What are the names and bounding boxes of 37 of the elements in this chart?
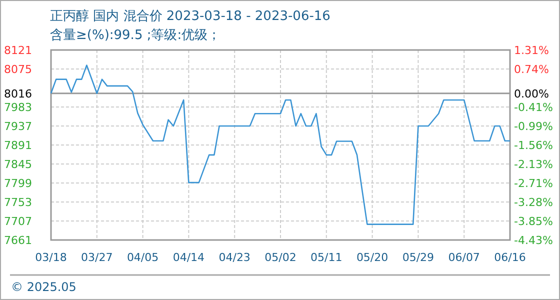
x-tick-label: 05/02	[264, 251, 296, 264]
y-tick-label: 8121	[4, 44, 32, 57]
y2-tick-label: -2.71%	[514, 177, 553, 190]
y-tick-label: 7983	[4, 101, 32, 114]
y-tick-label: 7799	[4, 177, 32, 190]
y2-tick-label: -3.85%	[514, 214, 553, 228]
x-tick-label: 06/16	[494, 251, 526, 264]
x-tick-label: 05/20	[356, 251, 388, 264]
chart-subtitle: 含量≥(%):99.5 ;等级:优级；	[50, 28, 221, 43]
y2-tick-label: 0.00%	[514, 87, 549, 100]
x-tick-label: 03/27	[81, 251, 113, 264]
y-tick-label: 7753	[4, 196, 32, 209]
y-tick-label: 8016	[4, 87, 32, 100]
x-tick-label: 04/23	[218, 251, 250, 264]
line-series	[50, 64, 511, 225]
x-tick-label: 06/07	[448, 251, 480, 264]
y2-tick-label: 1.31%	[514, 44, 549, 57]
y2-tick-label: -0.41%	[514, 100, 553, 114]
y2-tick-label: -0.99%	[514, 120, 553, 134]
y2-tick-label: -2.13%	[514, 158, 553, 171]
text: © 2025.05	[11, 280, 76, 294]
x-tick-label: 05/11	[310, 251, 342, 264]
y-tick-label: 8075	[4, 63, 32, 76]
x-tick-label: 05/29	[402, 251, 434, 264]
x-tick-label: 04/14	[172, 251, 205, 264]
y-tick-label: 7845	[4, 158, 32, 171]
y2-tick-label: -1.56%	[514, 139, 553, 152]
y2-tick-label: 0.74%	[514, 62, 549, 76]
y-tick-label: 7661	[4, 234, 32, 247]
chart-title: 正丙醇 国内 混合价 2023-03-18 - 2023-06-16	[50, 9, 330, 24]
y-tick-label: 7937	[4, 120, 32, 133]
x-tick-label: 03/18	[35, 251, 67, 264]
x-tick-label: 04/05	[126, 251, 159, 264]
y2-tick-label: -3.28%	[514, 196, 553, 209]
y-tick-label: 7707	[4, 215, 32, 228]
y2-tick-label: -4.43%	[514, 234, 553, 247]
y-tick-label: 7891	[4, 139, 32, 152]
